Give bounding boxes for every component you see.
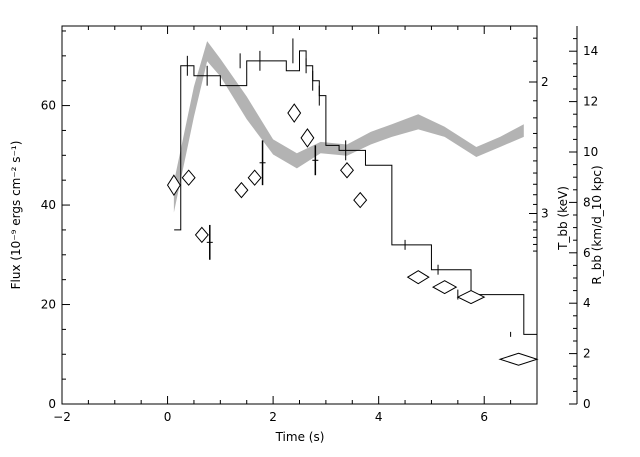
y-axis-title-left: Flux (10⁻⁹ ergs cm⁻² s⁻¹) <box>9 141 23 290</box>
temperature-tick-label: 3 <box>541 207 549 221</box>
radius-tick-label: 6 <box>583 246 591 260</box>
radius-tick-label: 14 <box>583 44 598 58</box>
temperature-diamond <box>498 352 539 366</box>
temperature-diamond <box>287 103 302 123</box>
y-tick-label: 20 <box>41 298 56 312</box>
x-tick-label: 0 <box>164 410 172 424</box>
y-axis-title-temperature: T_bb (keV) <box>556 186 570 251</box>
x-axis-title: Time (s) <box>275 430 325 444</box>
temperature-diamond <box>234 181 249 199</box>
temperature-diamond <box>340 162 354 179</box>
temperature-tick-label: 2 <box>541 75 549 89</box>
temperature-diamond <box>247 169 262 186</box>
flux-step-line <box>174 50 537 335</box>
x-tick-label: 2 <box>269 410 277 424</box>
temperature-diamond <box>456 290 486 305</box>
temperature-group <box>166 103 539 366</box>
radius-tick-label: 0 <box>583 397 591 411</box>
x-tick-label: −2 <box>53 410 71 424</box>
radius-tick-label: 4 <box>583 296 591 310</box>
y-tick-label: 40 <box>41 198 56 212</box>
y-tick-label: 60 <box>41 99 56 113</box>
temperature-diamond <box>432 280 458 295</box>
radius-tick-label: 2 <box>583 347 591 361</box>
radius-band-group <box>173 41 524 213</box>
x-tick-label: 6 <box>480 410 488 424</box>
temperature-diamond <box>194 226 209 244</box>
radius-tick-label: 8 <box>583 195 591 209</box>
radius-tick-label: 10 <box>583 145 598 159</box>
temperature-diamond <box>166 174 181 197</box>
x-tick-label: 4 <box>375 410 383 424</box>
radius-band <box>173 41 524 213</box>
temperature-diamond <box>300 128 315 148</box>
flux-step-group <box>174 38 537 337</box>
y-tick-label: 0 <box>48 397 56 411</box>
temperature-diamond <box>353 191 368 209</box>
radius-tick-label: 12 <box>583 95 598 109</box>
y-axis-title-radius: R_bb (km/d_10 kpc) <box>590 165 604 284</box>
temperature-diamond <box>181 169 196 186</box>
temperature-diamond <box>406 270 430 285</box>
plot-frame <box>61 25 538 405</box>
